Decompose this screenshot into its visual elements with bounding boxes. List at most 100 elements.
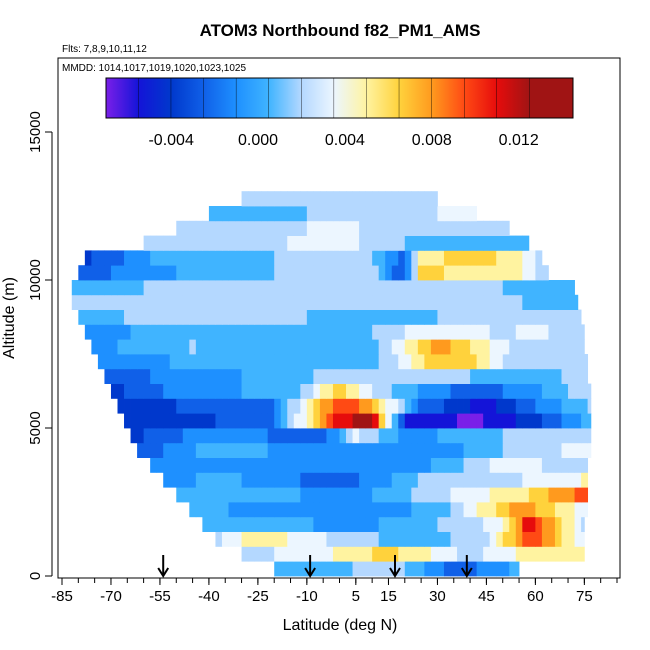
heatmap-cell [163, 265, 171, 281]
heatmap-cell [378, 561, 386, 577]
heatmap-cell [548, 309, 556, 325]
heatmap-cell [352, 561, 360, 577]
heatmap-cell [489, 250, 497, 266]
heatmap-cell [574, 294, 579, 310]
heatmap-cell [548, 472, 556, 488]
heatmap-cell [195, 398, 203, 414]
heatmap-cell [385, 191, 393, 207]
heatmap-cell [130, 265, 138, 281]
heatmap-cell [267, 294, 275, 310]
heatmap-cell [202, 339, 210, 355]
heatmap-cell [130, 250, 138, 266]
heatmap-cell [202, 265, 210, 281]
heatmap-cell [313, 442, 321, 458]
heatmap-cell [280, 413, 288, 429]
heatmap-cell [248, 191, 256, 207]
heatmap-cell [411, 502, 419, 518]
heatmap-cell [372, 531, 380, 547]
heatmap-cell [124, 339, 131, 355]
heatmap-cell [359, 472, 367, 488]
heatmap-cell [137, 309, 145, 325]
heatmap-cell [424, 442, 432, 458]
heatmap-cell [300, 413, 308, 429]
heatmap-cell [261, 457, 269, 473]
heatmap-cell [215, 531, 223, 547]
heatmap-cell [437, 516, 445, 532]
heatmap-cell [489, 442, 497, 458]
heatmap-cell [417, 294, 425, 310]
heatmap-cell [581, 531, 585, 547]
heatmap-cell [306, 265, 314, 281]
heatmap-cell [319, 220, 327, 236]
heatmap-cell [502, 324, 510, 340]
heatmap-cell [581, 457, 589, 473]
x-tick-label: -55 [149, 588, 171, 605]
heatmap-cell [254, 250, 262, 266]
heatmap-cell [574, 398, 582, 414]
x-axis: -85 -70 -55 -40 -25 -10 5 15 30 45 60 75 [51, 577, 618, 605]
heatmap-cell [319, 324, 327, 340]
heatmap-cell [574, 354, 582, 370]
heatmap-cell [457, 516, 464, 532]
heatmap-cell [522, 235, 530, 251]
heatmap-cell [411, 191, 419, 207]
heatmap-cell [261, 516, 269, 532]
heatmap-cell [241, 398, 249, 414]
heatmap-cell [365, 457, 373, 473]
heatmap-cell [254, 487, 262, 503]
heatmap-cell [274, 354, 282, 370]
heatmap-cell [443, 502, 451, 518]
heatmap-cell [221, 368, 229, 384]
heatmap-cell [241, 428, 249, 444]
heatmap-cell [411, 280, 419, 296]
heatmap-cell [489, 546, 497, 562]
heatmap-cell [248, 309, 256, 325]
heatmap-cell [581, 383, 589, 399]
heatmap-cell [326, 398, 334, 414]
heatmap-cell [483, 487, 491, 503]
heatmap-cell [443, 235, 451, 251]
heatmap-cell [502, 265, 510, 281]
heatmap-cell [346, 309, 353, 325]
heatmap-cell [261, 206, 269, 222]
heatmap-cell [300, 442, 308, 458]
heatmap-cell [450, 220, 458, 236]
flights-subtitle: Flts: 7,8,9,10,11,12 [62, 44, 147, 55]
heatmap-cell [182, 280, 190, 296]
heatmap-cell [261, 502, 269, 518]
heatmap-cell [117, 294, 125, 310]
heatmap-cell [189, 294, 197, 310]
heatmap-cell [163, 235, 171, 251]
heatmap-cell [326, 250, 334, 266]
heatmap-cell [228, 383, 236, 399]
heatmap-cell [280, 502, 288, 518]
heatmap-cell [450, 294, 458, 310]
heatmap-cell [548, 383, 556, 399]
heatmap-cell [378, 428, 386, 444]
heatmap-cell [195, 428, 203, 444]
heatmap-cell [424, 457, 432, 473]
heatmap-cell [509, 413, 517, 429]
heatmap-cell [509, 324, 517, 340]
heatmap-cell [143, 235, 151, 251]
heatmap-cell [163, 280, 171, 296]
heatmap-cell [450, 206, 458, 222]
heatmap-cell [548, 428, 556, 444]
heatmap-cell [365, 354, 373, 370]
heatmap-cell [326, 487, 334, 503]
heatmap-cell [528, 280, 536, 296]
heatmap-cell [463, 235, 471, 251]
heatmap-cell [352, 280, 360, 296]
heatmap-cell [470, 368, 478, 384]
heatmap-cell [450, 516, 458, 532]
heatmap-cell [411, 265, 419, 281]
heatmap-cell [156, 368, 164, 384]
heatmap-cell [391, 191, 399, 207]
heatmap-cell [476, 294, 484, 310]
heatmap-cell [541, 368, 549, 384]
heatmap-cell [430, 235, 438, 251]
heatmap-cell [372, 280, 380, 296]
heatmap-cell [195, 413, 203, 429]
heatmap-cell [476, 368, 484, 384]
heatmap-cell [483, 294, 491, 310]
